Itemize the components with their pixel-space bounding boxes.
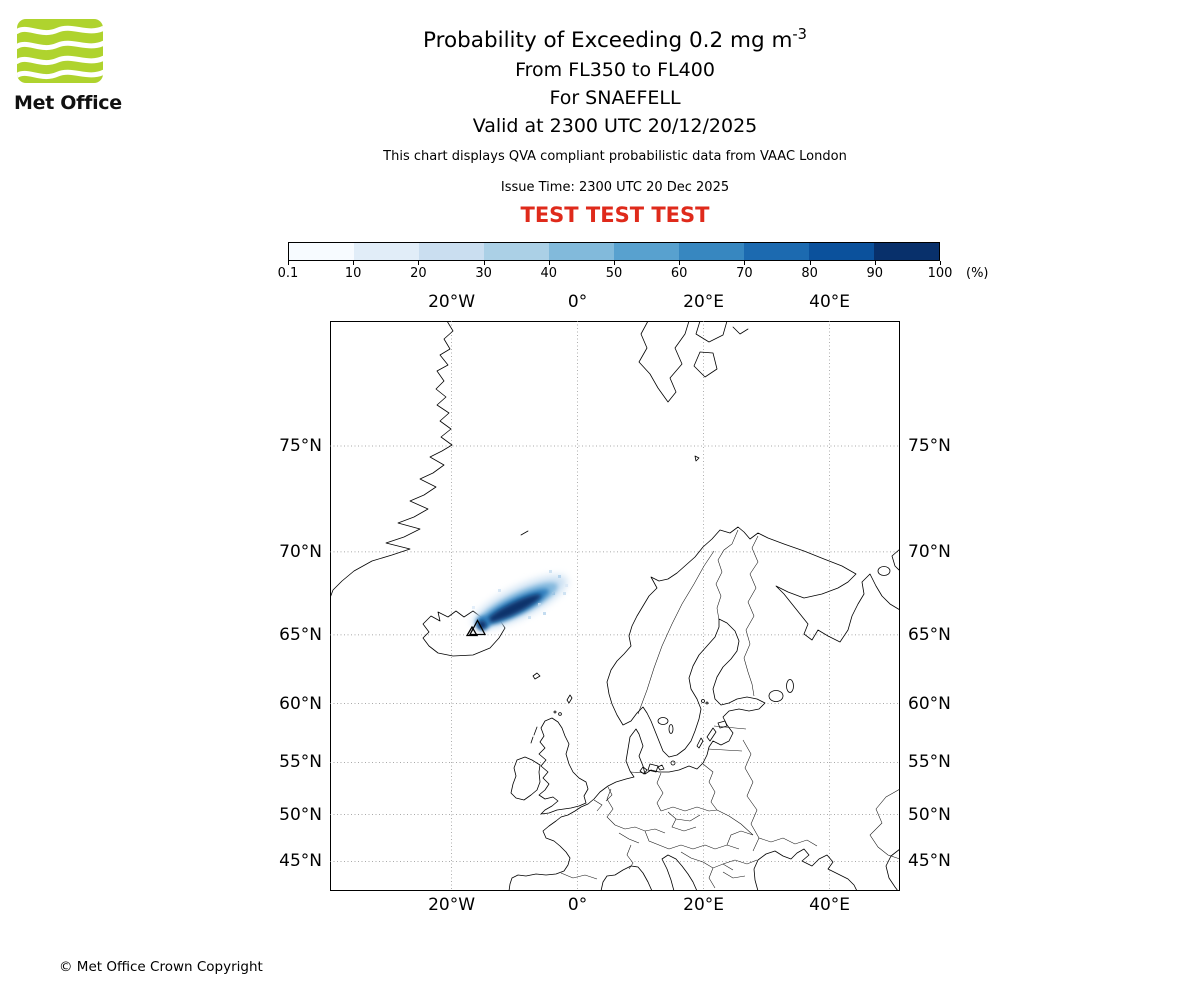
flight-level-line: From FL350 to FL400	[515, 59, 715, 82]
lat-tick-label-left: 60°N	[279, 693, 322, 714]
lat-tick-label-left: 45°N	[279, 851, 322, 872]
colorbar-tick-mark	[418, 261, 420, 265]
ash-plume	[472, 570, 568, 630]
lon-tick-label-bottom: 20°W	[428, 895, 476, 915]
lon-tick-label-bottom: 0°	[567, 895, 588, 915]
map-frame	[330, 321, 900, 891]
met-office-logo-waves	[17, 19, 103, 83]
colorbar-tick-mark	[744, 261, 746, 265]
colorbar-segment	[679, 243, 744, 260]
colorbar-segment	[809, 243, 874, 260]
colorbar-tick-label: 70	[736, 266, 753, 281]
colorbar	[288, 242, 940, 261]
colorbar-tick-mark	[809, 261, 811, 265]
colorbar-tick-label: 40	[540, 266, 558, 281]
lat-tick-label-left: 75°N	[279, 435, 322, 456]
copyright: © Met Office Crown Copyright	[59, 959, 263, 975]
lat-tick-label-right: 50°N	[908, 804, 951, 825]
lon-tick-label-bottom: 40°E	[809, 895, 851, 915]
lat-tick-label-right: 65°N	[908, 624, 951, 645]
lon-tick-label-top: 40°E	[809, 292, 851, 312]
colorbar-tick-mark	[679, 261, 681, 265]
colorbar-tick-label: 0.1	[277, 266, 299, 281]
colorbar-tick-mark	[353, 261, 355, 265]
colorbar-tick-mark	[940, 261, 941, 265]
colorbar-segment	[354, 243, 419, 260]
colorbar-tick-mark	[483, 261, 485, 265]
lon-tick-label-top: 0°	[567, 292, 588, 312]
colorbar-segment	[549, 243, 614, 260]
lon-tick-label-top: 20°W	[428, 292, 476, 312]
coastlines	[330, 321, 900, 891]
lat-tick-label-right: 70°N	[908, 541, 951, 562]
lat-tick-label-right: 75°N	[908, 435, 951, 456]
lat-tick-label-right: 60°N	[908, 693, 951, 714]
lon-tick-label-bottom: 20°E	[683, 895, 725, 915]
lat-tick-label-right: 55°N	[908, 752, 951, 773]
met-office-logo: Met Office	[14, 16, 144, 114]
met-office-logo-text: Met Office	[14, 92, 122, 114]
lat-tick-label-left: 55°N	[279, 752, 322, 773]
qva-note: This chart displays QVA compliant probab…	[383, 149, 847, 165]
colorbar-tick-label: 80	[801, 266, 818, 281]
title-exponent: -3	[792, 26, 807, 43]
lat-tick-label-left: 50°N	[279, 804, 322, 825]
colorbar-tick-label: 30	[475, 266, 492, 281]
colorbar-segment	[289, 243, 354, 260]
colorbar-segment	[484, 243, 549, 260]
colorbar-tick-mark	[288, 261, 289, 265]
colorbar-tick-label: 100	[927, 266, 953, 281]
volcano-marker-icon	[465, 619, 487, 637]
country-borders	[560, 529, 900, 889]
colorbar-segment	[419, 243, 484, 260]
test-banner: TEST TEST TEST	[520, 203, 710, 228]
lat-tick-label-right: 45°N	[908, 851, 951, 872]
colorbar-tick-label: 90	[866, 266, 884, 281]
lat-tick-label-left: 70°N	[279, 541, 322, 562]
chart-title: Probability of Exceeding 0.2 mg m-3	[423, 26, 807, 54]
colorbar-segment	[874, 243, 939, 260]
lon-tick-label-top: 20°E	[683, 292, 725, 312]
issue-time: Issue Time: 2300 UTC 20 Dec 2025	[500, 180, 730, 196]
volcano-line: For SNAEFELL	[549, 87, 681, 110]
valid-time-line: Valid at 2300 UTC 20/12/2025	[472, 115, 758, 138]
colorbar-tick-label: 10	[344, 266, 362, 281]
plume-speckles	[472, 570, 568, 619]
colorbar-segment	[614, 243, 679, 260]
colorbar-tick-label: 20	[410, 266, 427, 281]
colorbar-segment	[744, 243, 809, 260]
colorbar-unit-label: (%)	[966, 266, 989, 281]
colorbar-tick-mark	[874, 261, 876, 265]
chart-header: Probability of Exceeding 0.2 mg m-3 From…	[315, 26, 915, 227]
colorbar-tick-label: 60	[670, 266, 688, 281]
map	[330, 321, 900, 891]
colorbar-tick-mark	[614, 261, 615, 265]
lat-tick-label-left: 65°N	[279, 624, 322, 645]
colorbar-tick-label: 50	[605, 266, 623, 281]
colorbar-tick-mark	[548, 261, 550, 265]
map-gridlines	[330, 321, 900, 891]
